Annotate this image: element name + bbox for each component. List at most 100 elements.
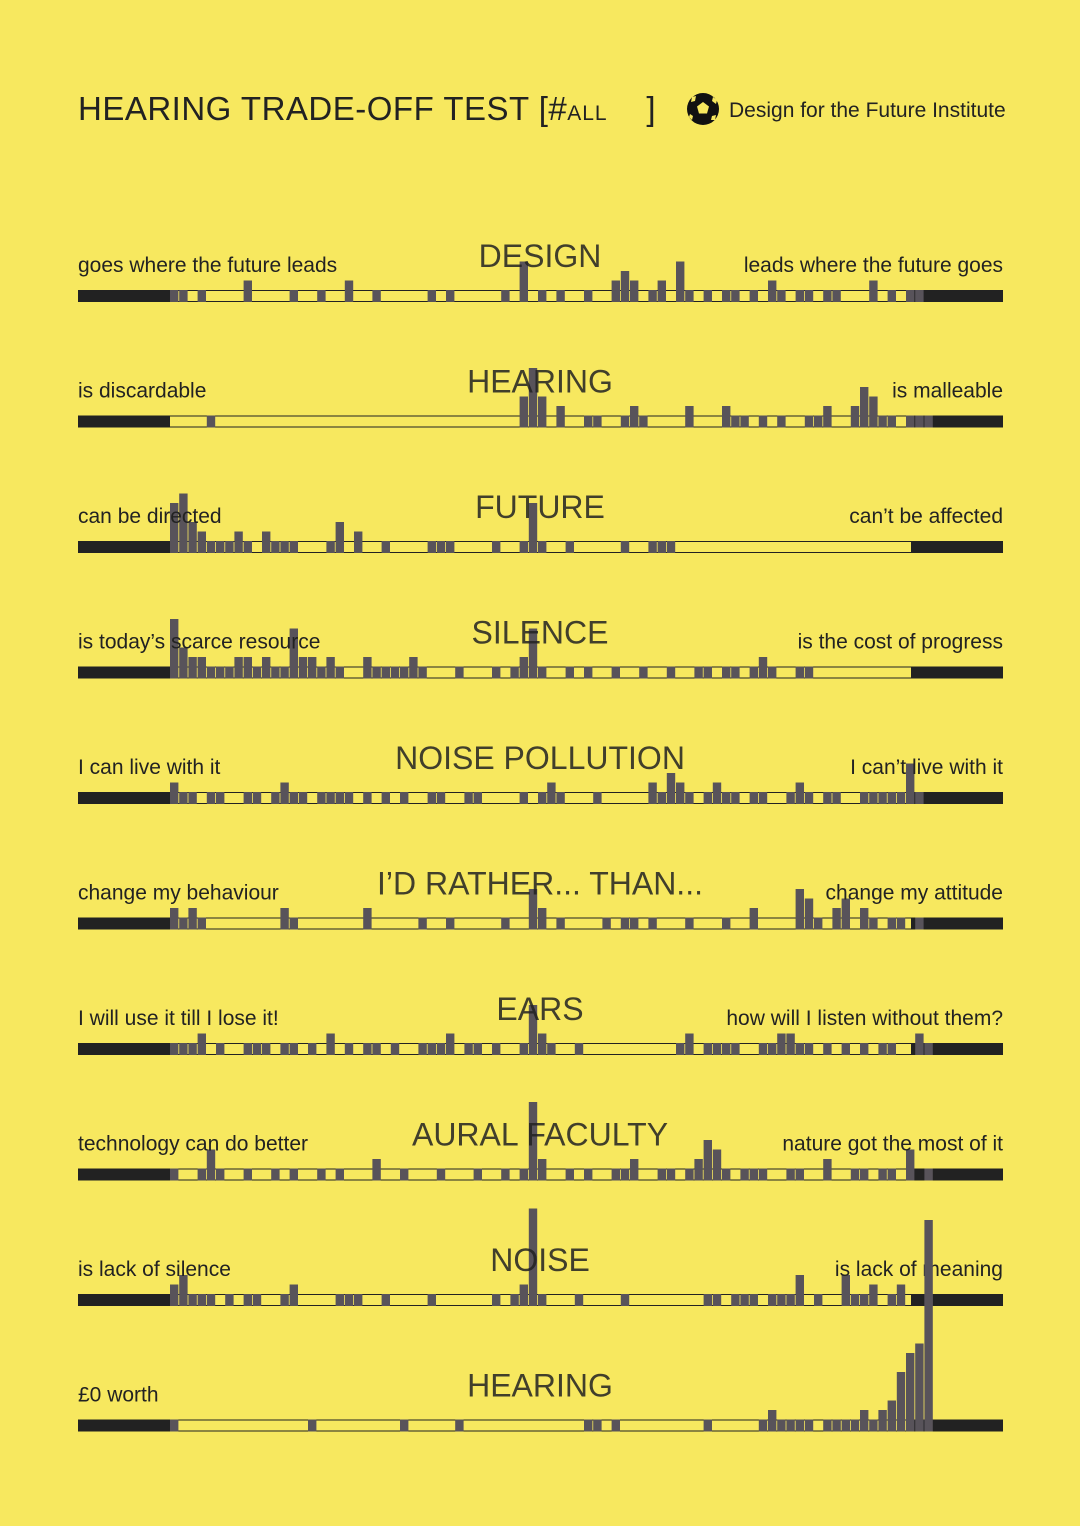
response-bar <box>289 1043 298 1055</box>
response-bar <box>685 917 694 930</box>
response-bar <box>317 290 326 302</box>
left-statement: £0 worth <box>78 1384 159 1407</box>
response-bar <box>584 415 593 428</box>
response-bar <box>455 666 464 679</box>
response-bar <box>492 541 501 553</box>
response-bar <box>335 1294 344 1306</box>
track-cap-right <box>911 666 1003 679</box>
response-bar <box>795 1043 804 1055</box>
response-bar <box>179 290 188 302</box>
response-bar <box>280 1294 289 1306</box>
response-bar <box>722 917 731 930</box>
response-bar <box>289 541 298 553</box>
response-bar <box>758 657 768 679</box>
response-bar <box>593 792 602 804</box>
response-bar <box>574 1043 584 1055</box>
response-bar <box>335 1168 344 1181</box>
response-bar <box>381 666 390 679</box>
response-bar <box>538 541 547 553</box>
response-bar <box>188 522 197 553</box>
response-bar <box>860 1168 869 1181</box>
topic-label: SILENCE <box>472 615 609 651</box>
response-bar <box>611 1168 620 1181</box>
response-bar <box>722 1168 731 1181</box>
left-statement: is lack of silence <box>78 1258 231 1281</box>
response-bar <box>547 1043 556 1055</box>
response-bar <box>648 917 657 930</box>
response-bar <box>179 917 188 930</box>
title-hash: # <box>548 90 568 127</box>
response-bar <box>832 792 841 804</box>
response-bar <box>519 657 528 679</box>
response-bar <box>657 792 666 804</box>
response-bar <box>804 415 814 428</box>
topic-label: FUTURE <box>475 489 605 525</box>
response-bar <box>841 1275 850 1306</box>
track-cap-right <box>911 792 1003 804</box>
topic-label: NOISE POLLUTION <box>395 740 685 776</box>
trade-off-row: HEARING £0 worth <box>78 1220 1003 1432</box>
response-bar <box>620 1168 630 1181</box>
response-bar <box>547 782 556 804</box>
response-bar <box>381 792 390 804</box>
response-bar <box>657 280 666 302</box>
response-bar <box>860 387 869 428</box>
response-bar <box>390 666 400 679</box>
response-bar <box>344 792 354 804</box>
track-cap-right <box>911 1294 1003 1306</box>
response-bar <box>446 541 455 553</box>
response-bar <box>620 415 630 428</box>
response-bar <box>731 290 740 302</box>
response-bar <box>170 782 179 804</box>
response-bar <box>712 782 722 804</box>
response-bar <box>381 541 390 553</box>
response-bar <box>630 406 639 428</box>
response-bar <box>243 541 252 553</box>
response-bar <box>216 792 225 804</box>
response-bar <box>611 1419 620 1432</box>
track-cap-left <box>78 290 170 302</box>
response-bar <box>630 1159 639 1181</box>
response-bar <box>749 1168 758 1181</box>
response-bar <box>611 280 620 302</box>
response-bar <box>326 657 335 679</box>
institute-name: Design for the Future Institute <box>729 99 1006 122</box>
response-bar <box>906 763 915 804</box>
response-bar <box>887 1400 896 1432</box>
response-bar <box>556 917 565 930</box>
response-bar <box>188 1294 197 1306</box>
topic-label: HEARING <box>467 1368 613 1404</box>
response-bar <box>722 792 731 804</box>
response-bar <box>722 666 731 679</box>
response-bar <box>887 415 896 428</box>
response-bar <box>860 1294 869 1306</box>
response-bar <box>179 1275 188 1306</box>
response-bar <box>832 1419 841 1432</box>
response-bar <box>197 917 206 930</box>
response-bar <box>666 773 676 804</box>
response-bar <box>243 280 252 302</box>
response-bar <box>326 1033 335 1055</box>
response-bar <box>252 666 262 679</box>
response-bar <box>731 666 740 679</box>
response-bar <box>528 628 538 679</box>
response-bar <box>335 666 344 679</box>
response-bar <box>179 493 188 553</box>
topic-label: NOISE <box>490 1242 590 1278</box>
response-bar <box>326 541 335 553</box>
topic-label: HEARING <box>467 364 613 400</box>
response-bar <box>538 908 547 930</box>
response-bar <box>869 792 878 804</box>
response-bar <box>795 666 804 679</box>
response-bar <box>906 290 915 302</box>
response-bar <box>685 290 694 302</box>
topic-label: I’D RATHER... THAN... <box>377 866 703 902</box>
response-bar <box>538 1294 547 1306</box>
response-bar <box>528 1005 538 1055</box>
response-bar <box>703 1140 712 1181</box>
response-bar <box>427 541 436 553</box>
response-bar <box>887 792 896 804</box>
response-bar <box>225 541 234 553</box>
response-bar <box>749 1294 758 1306</box>
response-bar <box>262 531 271 553</box>
